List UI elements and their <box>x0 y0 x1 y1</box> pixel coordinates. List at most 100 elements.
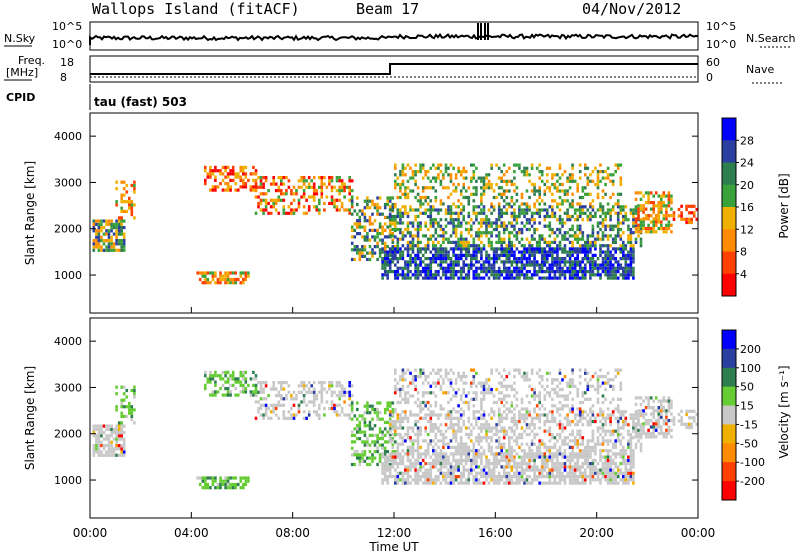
velocity-cell <box>477 452 481 456</box>
power-cell <box>467 270 471 274</box>
velocity-cell <box>566 471 569 475</box>
velocity-cell <box>236 482 240 487</box>
velocity-cell <box>589 452 592 456</box>
power-cell <box>214 281 217 285</box>
velocity-cell <box>388 439 392 443</box>
power-cell <box>206 281 210 285</box>
velocity-cell <box>462 452 465 456</box>
velocity-cell <box>307 413 311 417</box>
power-cell <box>333 201 336 206</box>
power-cell <box>601 170 605 174</box>
power-cell <box>543 237 547 241</box>
power-cell <box>611 237 615 241</box>
power-cell <box>540 257 544 261</box>
power-cell <box>437 250 440 254</box>
velocity-cell <box>533 436 536 440</box>
power-cell <box>130 206 134 210</box>
power-cell <box>105 222 108 226</box>
power-cell <box>495 247 498 251</box>
power-cell <box>92 219 96 223</box>
power-cell <box>399 182 402 187</box>
power-cell <box>627 273 630 277</box>
power-cell <box>573 257 577 261</box>
power-cell <box>221 188 225 192</box>
power-cell <box>325 185 329 189</box>
power-cell <box>508 244 511 248</box>
power-cell <box>444 253 448 257</box>
power-cell <box>454 247 458 251</box>
power-cell <box>530 237 534 241</box>
velocity-cell <box>269 416 273 420</box>
power-cell <box>459 170 463 174</box>
power-cell <box>563 231 567 235</box>
power-cell <box>497 208 501 212</box>
power-cell <box>421 195 425 200</box>
power-cell <box>543 270 547 274</box>
velocity-cell <box>406 368 410 372</box>
velocity-cell <box>416 397 420 401</box>
power-cell <box>462 276 465 280</box>
velocity-cell <box>525 426 529 430</box>
velocity-cell <box>396 481 400 485</box>
velocity-cell <box>259 381 263 385</box>
power-cell <box>624 260 628 264</box>
power-cell <box>589 244 592 248</box>
power-cell <box>449 266 453 270</box>
velocity-cell <box>447 481 450 485</box>
power-cell <box>97 242 101 246</box>
velocity-cell <box>262 387 265 391</box>
power-cell <box>561 260 564 264</box>
power-cell <box>616 263 620 267</box>
power-cell <box>236 188 240 192</box>
velocity-cell <box>568 432 572 437</box>
power-cell <box>262 185 265 189</box>
power-cell <box>624 276 628 280</box>
velocity-cell <box>459 481 463 485</box>
power-cell <box>234 182 237 186</box>
velocity-cell <box>540 471 544 475</box>
power-cell <box>497 257 501 261</box>
velocity-cell <box>548 455 552 459</box>
power-cell <box>589 247 592 251</box>
power-cell <box>619 266 623 270</box>
velocity-cell <box>416 442 420 446</box>
velocity-cell <box>490 452 493 456</box>
power-cell <box>616 163 620 167</box>
power-cell <box>535 273 539 277</box>
power-cell <box>576 189 579 193</box>
velocity-cell <box>584 462 587 466</box>
velocity-cell <box>92 424 96 428</box>
power-cell <box>231 271 235 275</box>
power-cell <box>391 208 395 212</box>
power-cell <box>429 260 433 264</box>
velocity-cell <box>305 390 308 394</box>
power-cell <box>211 271 215 275</box>
power-cell <box>391 240 395 244</box>
power-cell <box>487 179 491 183</box>
power-cell <box>231 178 235 182</box>
velocity-cell <box>464 426 468 430</box>
power-cell <box>533 231 536 235</box>
velocity-cell <box>444 481 448 485</box>
power-cell <box>490 202 493 206</box>
velocity-cell <box>459 378 463 382</box>
velocity-cell <box>475 481 478 485</box>
power-cell <box>553 211 557 215</box>
power-cell <box>363 245 367 249</box>
velocity-cell <box>338 413 341 417</box>
velocity-cell <box>500 458 503 462</box>
power-cell <box>439 263 443 267</box>
velocity-cell <box>386 481 389 485</box>
velocity-cell <box>573 471 577 475</box>
velocity-cell <box>437 455 440 459</box>
power-cell <box>665 214 668 218</box>
velocity-cell <box>475 419 478 424</box>
velocity-cell <box>411 426 415 430</box>
power-cell <box>444 163 448 167</box>
velocity-cell <box>632 475 635 479</box>
power-cell <box>254 182 258 186</box>
power-cell <box>662 204 666 208</box>
velocity-cell <box>414 368 417 372</box>
velocity-cell <box>629 436 633 440</box>
velocity-cell <box>356 437 359 441</box>
